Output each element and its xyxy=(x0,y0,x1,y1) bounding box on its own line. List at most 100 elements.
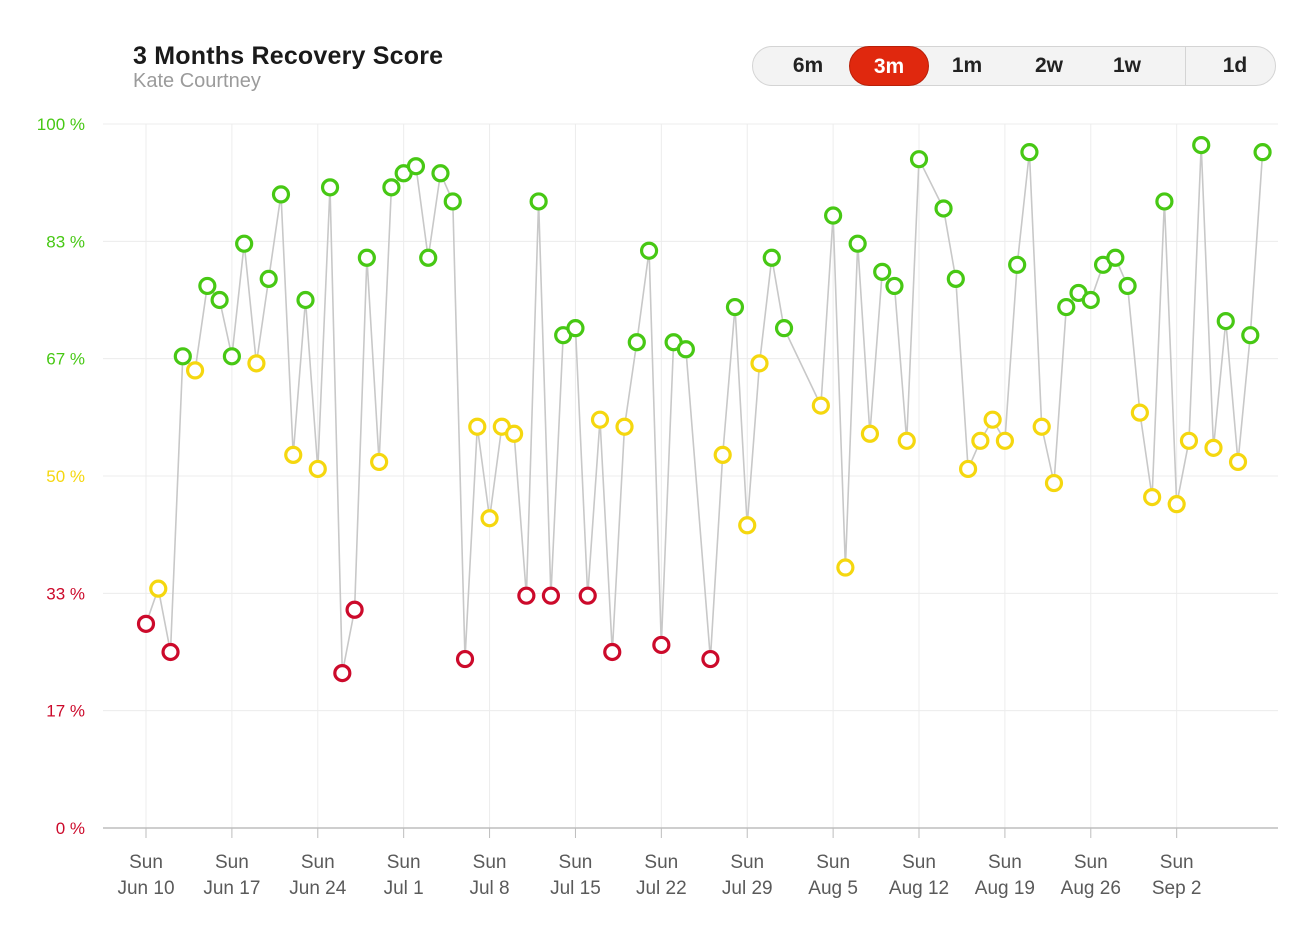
data-point xyxy=(934,199,953,218)
range-3m-button[interactable]: 3m xyxy=(849,46,929,86)
range-divider xyxy=(1185,47,1186,85)
chart-title: 3 Months Recovery Score xyxy=(133,42,444,70)
data-point xyxy=(1179,431,1199,450)
x-tick-label-weekday: Sun xyxy=(129,852,163,873)
data-point xyxy=(161,642,180,662)
x-tick-label-weekday: Sun xyxy=(1160,852,1194,873)
data-point xyxy=(860,424,880,443)
data-point xyxy=(774,319,794,338)
data-point xyxy=(468,417,487,436)
data-point xyxy=(173,347,192,366)
x-tick-label-date: Jun 17 xyxy=(203,878,260,899)
y-tick-label: 33 % xyxy=(46,584,85,603)
x-tick-label-date: Jul 15 xyxy=(550,878,601,899)
x-tick-label-date: Jun 10 xyxy=(117,878,174,899)
x-tick-label-weekday: Sun xyxy=(1074,852,1108,873)
data-point xyxy=(1020,143,1039,162)
data-point xyxy=(480,509,499,528)
data-point xyxy=(357,248,376,267)
data-point xyxy=(1155,192,1174,211)
x-tick-label-weekday: Sun xyxy=(730,852,764,873)
data-point xyxy=(455,649,475,669)
data-point xyxy=(762,248,781,267)
data-point xyxy=(259,269,278,288)
data-point xyxy=(603,642,622,662)
data-point xyxy=(1032,417,1051,436)
data-point xyxy=(419,248,438,267)
series-line xyxy=(145,145,1264,674)
x-tick-label-weekday: Sun xyxy=(301,852,335,873)
data-point xyxy=(958,459,978,479)
data-point xyxy=(578,586,597,605)
data-point xyxy=(1057,297,1076,317)
y-tick-label: 0 % xyxy=(56,819,85,838)
data-point xyxy=(210,290,229,310)
y-tick-label: 83 % xyxy=(46,232,85,251)
athlete-name: Kate Courtney xyxy=(133,70,261,92)
data-point xyxy=(909,150,929,169)
data-point xyxy=(1228,452,1248,472)
x-tick-label-date: Jul 8 xyxy=(469,878,509,899)
data-point xyxy=(308,459,327,479)
data-point xyxy=(1192,136,1211,155)
data-point xyxy=(296,290,315,310)
x-tick-label-date: Jun 24 xyxy=(289,878,346,899)
data-point xyxy=(185,361,205,380)
data-point xyxy=(836,558,855,577)
range-1m-button[interactable]: 1m xyxy=(929,47,1005,85)
data-point xyxy=(541,586,561,605)
data-point xyxy=(431,164,450,183)
y-tick-label: 67 % xyxy=(46,350,85,369)
y-tick-label: 50 % xyxy=(46,467,85,486)
data-point xyxy=(284,445,303,464)
x-tick-label-date: Aug 5 xyxy=(808,878,858,899)
data-point xyxy=(725,297,745,317)
data-point xyxy=(885,276,904,296)
y-tick-label: 100 % xyxy=(37,115,85,134)
data-point xyxy=(713,445,732,464)
data-point xyxy=(382,178,401,197)
data-point xyxy=(615,417,634,436)
data-point xyxy=(750,354,769,373)
range-2w-button[interactable]: 2w xyxy=(1009,47,1089,85)
data-point xyxy=(247,354,266,373)
data-point xyxy=(824,206,843,225)
range-1d-button[interactable]: 1d xyxy=(1193,47,1277,85)
data-point xyxy=(1130,403,1149,422)
range-1w-button[interactable]: 1w xyxy=(1089,47,1165,85)
data-point xyxy=(222,347,241,366)
data-point xyxy=(971,431,990,450)
x-tick-label-weekday: Sun xyxy=(988,852,1022,873)
x-tick-label-weekday: Sun xyxy=(902,852,936,873)
data-point xyxy=(504,424,524,443)
data-point xyxy=(1253,143,1272,162)
x-tick-label-date: Aug 12 xyxy=(889,878,949,899)
range-6m-button[interactable]: 6m xyxy=(767,47,849,85)
x-tick-label-date: Aug 26 xyxy=(1061,878,1121,899)
data-point xyxy=(738,516,757,535)
x-tick-label-weekday: Sun xyxy=(559,852,593,873)
data-point xyxy=(1106,248,1125,267)
data-point xyxy=(320,178,340,197)
data-point xyxy=(529,192,548,211)
data-point xyxy=(370,452,389,472)
data-point xyxy=(995,431,1015,450)
x-tick-label-date: Aug 19 xyxy=(975,878,1035,899)
data-point xyxy=(946,269,965,288)
data-point xyxy=(149,579,168,598)
data-point xyxy=(1204,438,1223,457)
data-point xyxy=(1216,312,1235,331)
data-point xyxy=(701,649,720,669)
data-point xyxy=(517,586,536,605)
data-point xyxy=(235,234,254,253)
data-point xyxy=(1143,488,1162,507)
data-point xyxy=(639,241,659,260)
data-point xyxy=(590,410,610,429)
time-range-selector: 6m 3m 1m 2w 1w 1d xyxy=(752,46,1276,86)
data-point xyxy=(1167,495,1186,514)
x-tick-label-weekday: Sun xyxy=(387,852,421,873)
data-point xyxy=(1118,276,1137,296)
x-tick-label-weekday: Sun xyxy=(644,852,678,873)
x-tick-label-weekday: Sun xyxy=(816,852,850,873)
x-tick-label-date: Jul 22 xyxy=(636,878,687,899)
